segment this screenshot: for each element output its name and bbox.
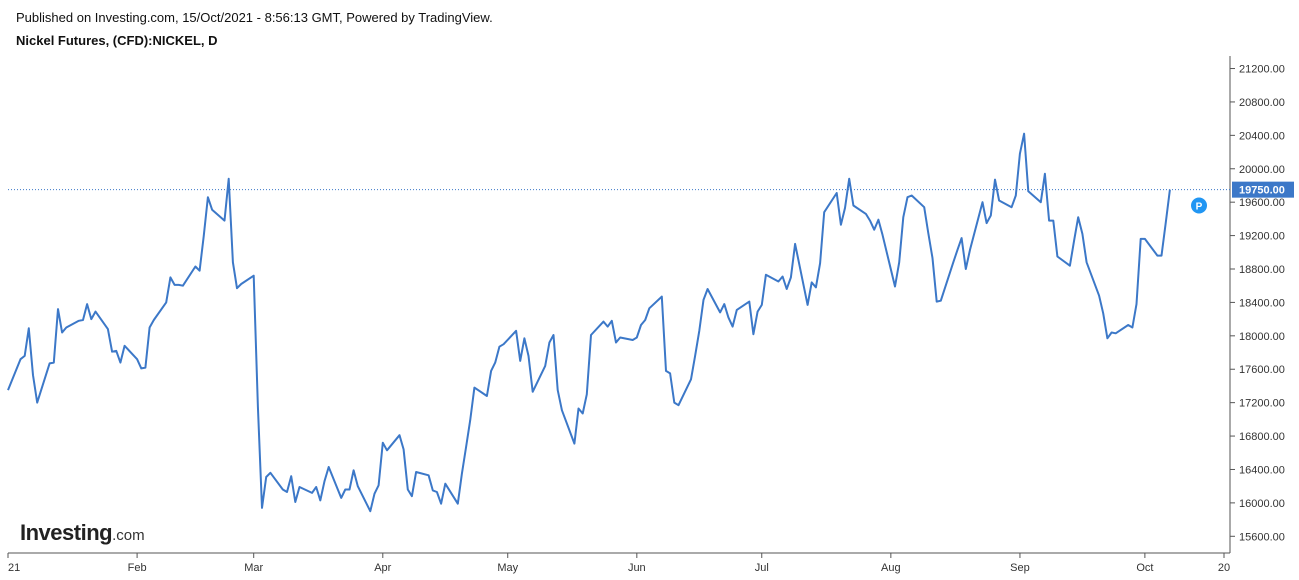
published-info: Published on Investing.com, 15/Oct/2021 … xyxy=(16,10,493,25)
y-tick-label: 19200.00 xyxy=(1239,231,1285,243)
series-line-nickel xyxy=(7,132,1171,513)
x-tick-label: Mar xyxy=(244,562,263,574)
x-tick-label: Apr xyxy=(374,562,391,574)
y-tick-label: 21200.00 xyxy=(1239,64,1285,76)
x-tick-label: 20 xyxy=(1218,562,1230,574)
x-tick-label: Aug xyxy=(881,562,901,574)
x-tick-label: Jul xyxy=(755,562,769,574)
x-tick-label: Feb xyxy=(128,562,147,574)
y-tick-label: 18800.00 xyxy=(1239,264,1285,276)
pivot-marker[interactable] xyxy=(1191,197,1208,214)
y-tick-label: 16400.00 xyxy=(1239,464,1285,476)
logo-suffix: .com xyxy=(112,527,145,544)
y-tick-label: 20800.00 xyxy=(1239,97,1285,109)
logo-brand: Investing xyxy=(20,520,113,545)
y-tick-label: 20000.00 xyxy=(1239,164,1285,176)
x-tick-label: Oct xyxy=(1136,562,1153,574)
price-tag-layer: 19750.00 P xyxy=(1191,181,1294,214)
y-tick-label: 15600.00 xyxy=(1239,531,1285,543)
x-tick-label: Sep xyxy=(1010,562,1030,574)
y-tick-label: 18400.00 xyxy=(1239,297,1285,309)
y-tick-label: 16800.00 xyxy=(1239,431,1285,443)
price-tag-box xyxy=(1232,181,1294,198)
x-tick-label: 21 xyxy=(8,562,20,574)
x-tick-label: Jun xyxy=(628,562,646,574)
y-tick-label: 18000.00 xyxy=(1239,331,1285,343)
x-tick-label: May xyxy=(497,562,518,574)
axes-layer xyxy=(8,56,1231,554)
price-tag-label: 19750.00 xyxy=(1239,185,1285,197)
y-tick-label: 17600.00 xyxy=(1239,364,1285,376)
instrument-title: Nickel Futures, (CFD):NICKEL, D xyxy=(16,33,218,48)
y-tick-label: 17200.00 xyxy=(1239,398,1285,410)
pivot-marker-label: P xyxy=(1196,202,1203,213)
y-tick-label: 19600.00 xyxy=(1239,197,1285,209)
investing-logo: Investing.com xyxy=(20,520,145,546)
y-tick-label: 20400.00 xyxy=(1239,130,1285,142)
y-axis-ticks: 21200.00 20800.00 20400.00 20000.00 19600.00… xyxy=(1230,64,1285,543)
x-axis-ticks: 21 Feb Mar Apr May Jun Jul Aug Sep Oct 20 xyxy=(7,553,1230,574)
y-tick-label: 16000.00 xyxy=(1239,498,1285,510)
